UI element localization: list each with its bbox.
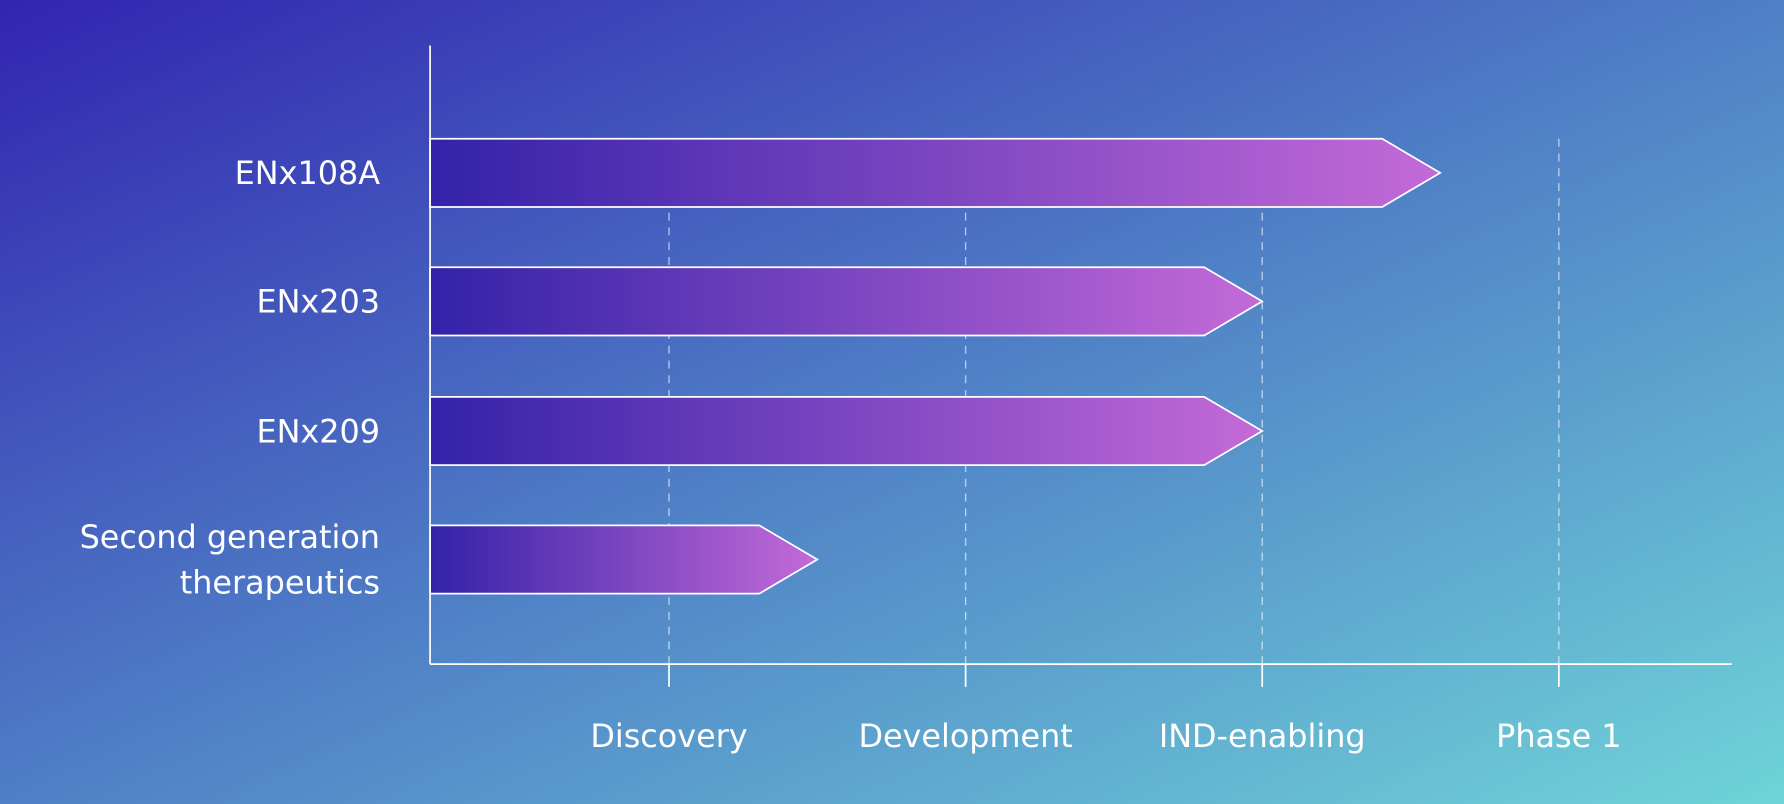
y-tick-label: Second generation (80, 518, 380, 556)
x-tick-label: Development (858, 717, 1072, 755)
bar (429, 396, 1264, 466)
bar (429, 137, 1442, 208)
x-tick-labels: Discovery Development IND-enabling Phase 1 (590, 717, 1621, 755)
y-tick-label: ENx209 (256, 412, 380, 450)
bar (429, 266, 1264, 337)
y-tick-label: ENx203 (256, 283, 380, 321)
axes (429, 45, 1732, 687)
x-tick-label: Discovery (590, 717, 747, 755)
y-tick-label: ENx108A (235, 154, 381, 192)
y-tick-labels: ENx108A ENx203 ENx209 Second generation ther… (80, 154, 381, 601)
y-tick-label: therapeutics (180, 564, 380, 602)
x-tick-label: IND-enabling (1159, 717, 1366, 755)
bars (429, 137, 1442, 595)
bar (429, 524, 819, 595)
x-tick-label: Phase 1 (1496, 717, 1621, 755)
